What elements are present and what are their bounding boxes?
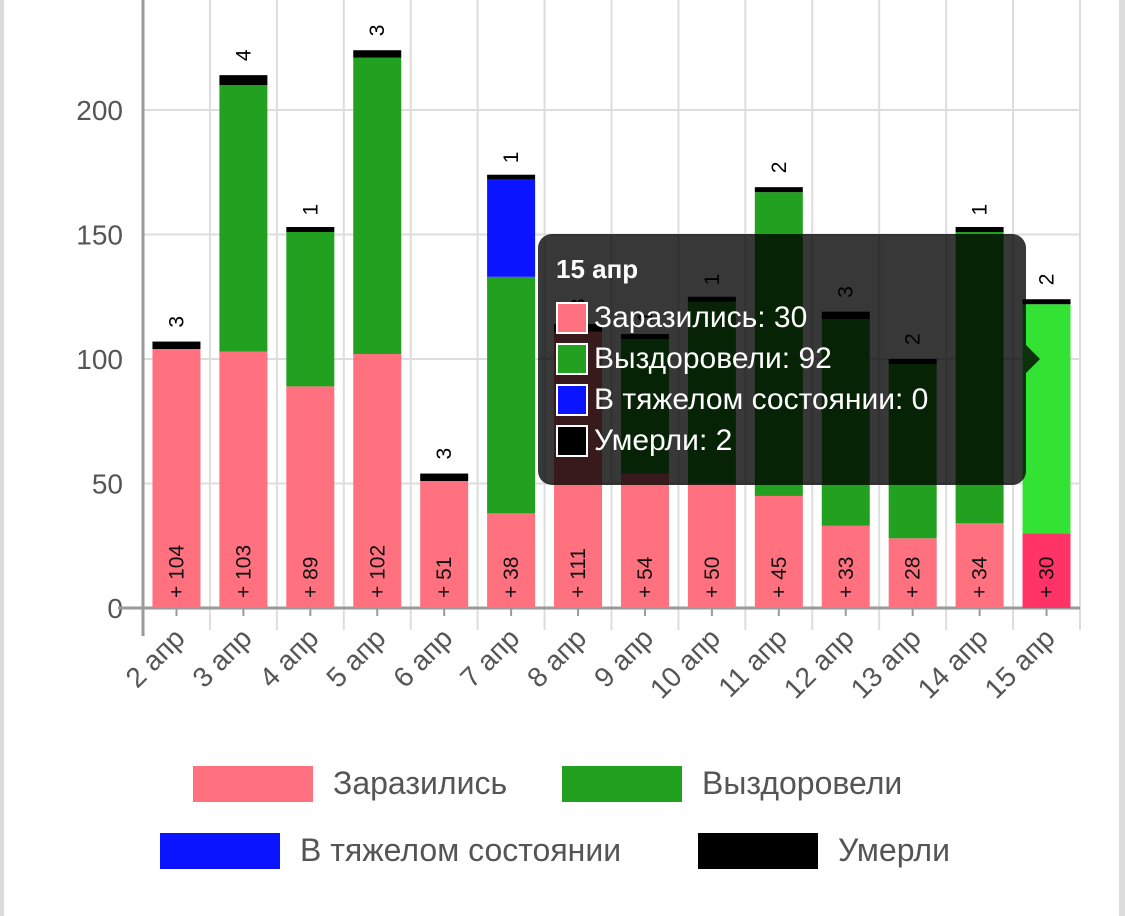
bar-segment[interactable] (754, 495, 803, 608)
bar-segment[interactable] (353, 57, 402, 355)
tooltip-label-died: Умерли: 2 (594, 423, 733, 457)
bar-segment[interactable] (219, 75, 268, 86)
deaths-label: 3 (165, 316, 188, 328)
bar-segment[interactable] (487, 174, 536, 180)
data-label: + 34 (969, 556, 992, 598)
deaths-label: 1 (500, 152, 523, 164)
bar-segment[interactable] (420, 481, 469, 608)
tooltip-row-recovered: Выздоровели: 92 (556, 338, 1008, 379)
bar-segment[interactable] (487, 513, 536, 608)
legend-item-recovered[interactable]: Выздоровели (562, 765, 902, 802)
data-label: + 33 (835, 557, 858, 598)
tooltip-label-severe: В тяжелом состоянии: 0 (594, 382, 929, 416)
data-label: + 45 (768, 557, 791, 598)
data-label: + 28 (902, 557, 925, 598)
legend-label-recovered: Выздоровели (702, 765, 903, 801)
deaths-label: 4 (232, 49, 255, 61)
deaths-label: 3 (433, 448, 456, 460)
x-tick-label: 12 апр (778, 622, 860, 704)
bar-segment[interactable] (353, 354, 402, 608)
deaths-label: 1 (969, 204, 992, 216)
bar-segment[interactable] (353, 50, 402, 58)
legend-label-severe: В тяжелом состоянии (300, 832, 622, 868)
data-label: + 38 (500, 557, 523, 598)
legend-swatch-infected (193, 765, 313, 802)
tooltip-label-infected: Заразились: 30 (594, 300, 808, 334)
data-label: + 104 (165, 545, 188, 598)
x-tick-label: 13 апр (845, 622, 927, 704)
x-tick-label: 3 апр (186, 622, 257, 693)
data-label: + 111 (567, 548, 590, 598)
bar-segment[interactable] (620, 473, 669, 608)
data-label: + 51 (433, 557, 456, 598)
deaths-label: 3 (366, 25, 389, 37)
tooltip-title: 15 апр (556, 254, 639, 284)
bar-segment[interactable] (821, 525, 870, 608)
bar-segment[interactable] (286, 386, 335, 608)
tooltip-row-infected: Заразились: 30 (556, 297, 1008, 338)
tooltip-arrow (1026, 345, 1040, 373)
legend-item-infected[interactable]: Заразились (193, 765, 507, 802)
y-tick-label: 150 (76, 220, 123, 251)
bar-segment[interactable] (955, 523, 1004, 608)
tooltip-label-recovered: Выздоровели: 92 (594, 341, 832, 375)
tooltip-swatch-recovered (556, 342, 588, 375)
bar-segment[interactable] (487, 276, 536, 514)
bar-segment[interactable] (420, 473, 469, 482)
x-tick-label: 4 апр (253, 622, 324, 693)
bar-segment[interactable] (286, 232, 335, 387)
legend: Заразились Выздоровели В тяжелом состоян… (0, 760, 1125, 890)
deaths-label: 1 (299, 204, 322, 216)
bar-segment[interactable] (1022, 533, 1071, 608)
x-tick-label: 11 апр (712, 622, 793, 703)
legend-item-severe[interactable]: В тяжелом состоянии (160, 832, 621, 869)
bar-segment[interactable] (1022, 299, 1071, 305)
y-tick-label: 100 (76, 344, 123, 375)
tooltip-row-died: Умерли: 2 (556, 420, 1008, 461)
tooltip-swatch-infected (556, 301, 588, 334)
tooltip: 15 апр Заразились: 30 Выздоровели: 92 В … (538, 234, 1026, 485)
x-tick-label: 15 апр (979, 622, 1061, 704)
y-tick-label: 0 (107, 593, 123, 624)
y-tick-label: 50 (92, 469, 123, 500)
data-label: + 30 (1036, 557, 1059, 598)
legend-swatch-recovered (562, 765, 682, 802)
x-tick-label: 7 апр (454, 622, 525, 693)
legend-item-died[interactable]: Умерли (698, 832, 950, 869)
bar-segment[interactable] (888, 538, 937, 608)
x-tick-label: 5 апр (320, 622, 391, 693)
legend-label-infected: Заразились (333, 765, 508, 801)
x-tick-label: 8 апр (521, 622, 592, 693)
x-tick-label: 10 апр (644, 622, 726, 704)
deaths-label: 2 (768, 162, 791, 174)
bar-segment[interactable] (219, 85, 268, 352)
data-label: + 89 (299, 557, 322, 598)
bar-segment[interactable] (754, 187, 803, 193)
bar-segment[interactable] (487, 179, 536, 277)
legend-swatch-died (698, 832, 818, 869)
bar-segment[interactable] (152, 341, 201, 350)
y-tick-label: 200 (76, 95, 123, 126)
x-tick-label: 2 апр (120, 622, 191, 693)
deaths-label: 2 (1036, 274, 1059, 286)
bar-segment[interactable] (152, 349, 201, 608)
tooltip-row-severe: В тяжелом состоянии: 0 (556, 379, 1008, 420)
data-label: + 103 (232, 545, 255, 598)
tooltip-swatch-severe (556, 383, 588, 416)
bar-segment[interactable] (219, 351, 268, 608)
legend-label-died: Умерли (838, 832, 950, 868)
bar-segment[interactable] (1022, 304, 1071, 534)
data-label: + 54 (634, 556, 657, 598)
x-tick-label: 6 апр (387, 622, 458, 693)
data-label: + 102 (366, 545, 389, 598)
tooltip-swatch-died (556, 424, 588, 457)
data-label: + 50 (701, 557, 724, 598)
bar-segment[interactable] (687, 483, 736, 609)
bar-segment[interactable] (955, 227, 1004, 233)
legend-swatch-severe (160, 832, 280, 869)
bar-segment[interactable] (286, 227, 335, 233)
x-tick-label: 14 апр (912, 622, 994, 704)
